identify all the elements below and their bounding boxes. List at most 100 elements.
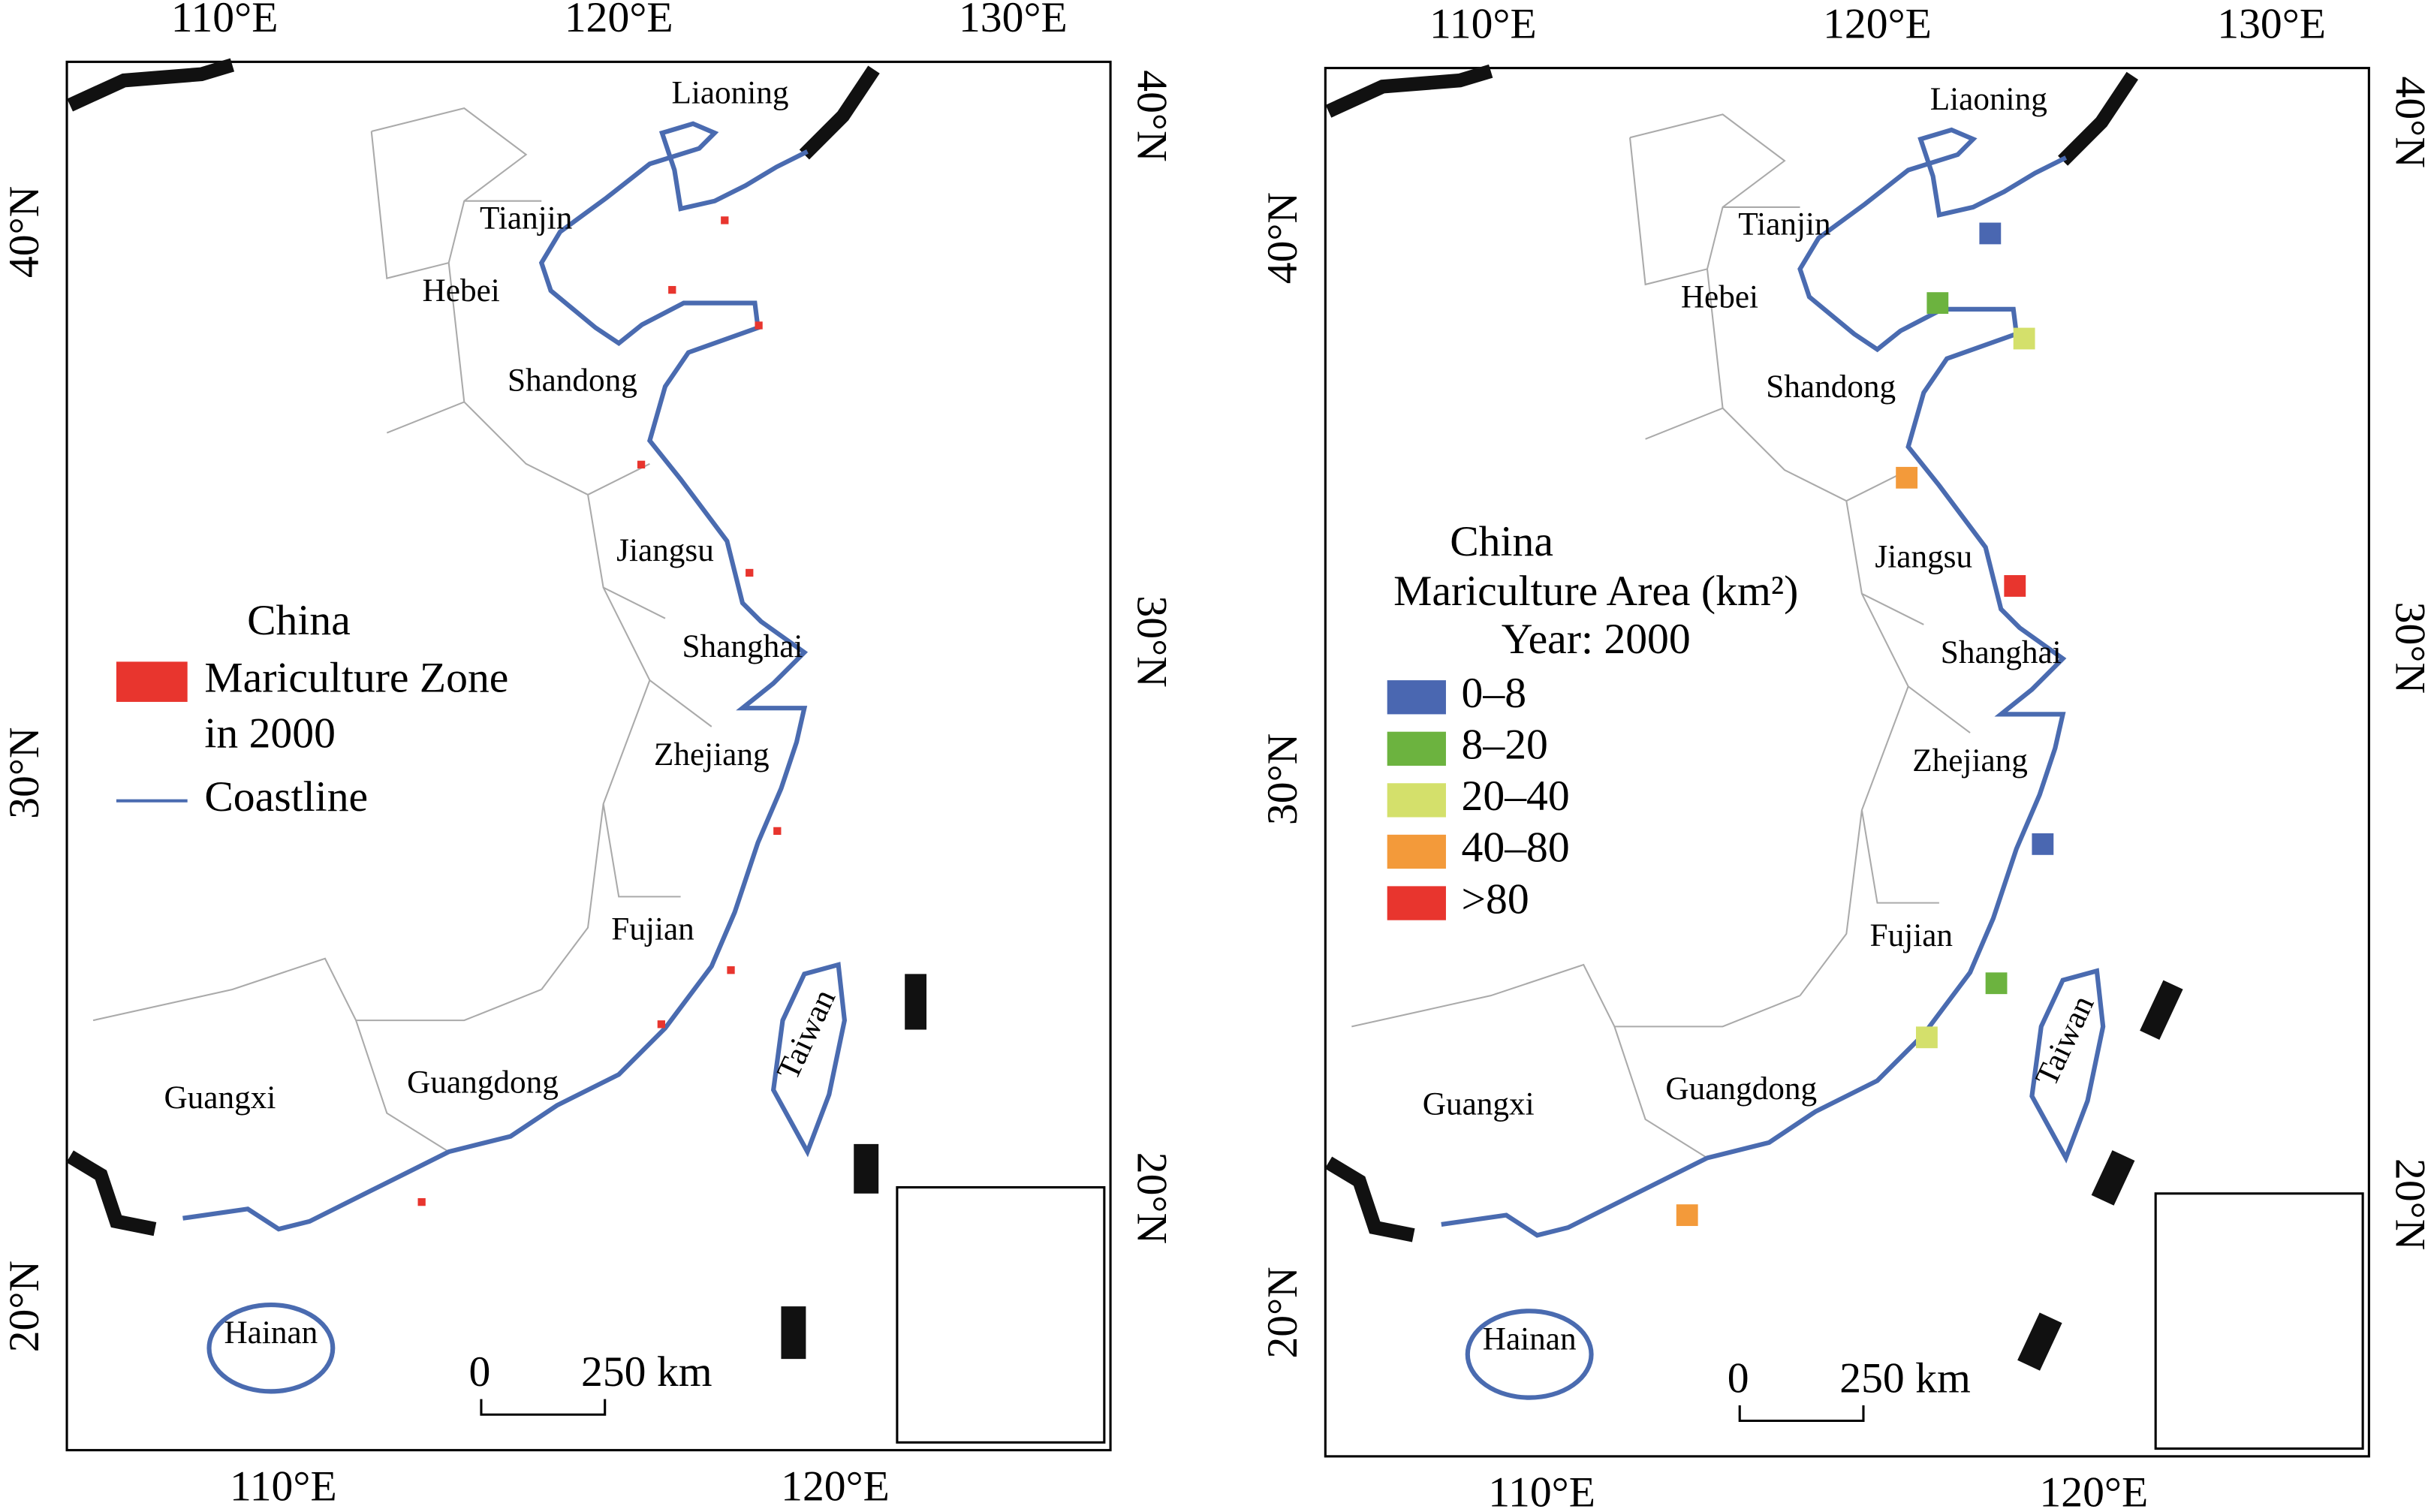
province-label: Jiangsu xyxy=(616,532,714,568)
lon-label: 120°E xyxy=(781,1462,890,1510)
lon-label: 120°E xyxy=(565,0,673,41)
province-label: Zhejiang xyxy=(1912,742,2028,779)
hainan-coast xyxy=(206,1302,336,1394)
mariculture-cell xyxy=(727,966,735,974)
mariculture-cell xyxy=(755,321,763,330)
boundary-mark xyxy=(905,974,927,1030)
boundary-mark xyxy=(2091,1150,2135,1206)
lon-label: 130°E xyxy=(959,0,1068,41)
province-label: Fujian xyxy=(1870,917,1954,953)
legend-swatch xyxy=(1387,731,1446,766)
province-label: Guangdong xyxy=(407,1065,559,1101)
legend-label: Mariculture Zone xyxy=(204,654,508,701)
boundary-mark xyxy=(2017,1312,2062,1371)
legend-swatch xyxy=(1387,783,1446,818)
province-label: Shandong xyxy=(1766,369,1896,405)
lat-label: 20°N xyxy=(1259,1267,1306,1358)
inset-frame xyxy=(896,1186,1106,1444)
province-label: Hainan xyxy=(224,1315,318,1351)
province-label: Hainan xyxy=(1483,1321,1577,1357)
foreign-coast xyxy=(1324,64,2138,1242)
scale-end: 250 km xyxy=(581,1348,712,1396)
hainan-coast xyxy=(1465,1309,1594,1400)
legend-label: >80 xyxy=(1462,875,1529,923)
mariculture-cell xyxy=(417,1197,426,1206)
lat-label: 20°N xyxy=(2387,1158,2425,1250)
map-panel: 110°E 120°E 130°E 110°E 120°E 40°N 30°N 20°N 40°… xyxy=(1,0,1175,1510)
scale-bar xyxy=(480,1399,607,1416)
lon-label: 110°E xyxy=(1429,0,1537,47)
legend-label: Coastline xyxy=(204,773,368,821)
boundary-mark xyxy=(854,1143,879,1194)
lat-label: 30°N xyxy=(1,727,48,818)
legend-label: 20–40 xyxy=(1462,773,1570,820)
province-label: Hebei xyxy=(423,273,500,309)
legend-label: 8–20 xyxy=(1462,721,1548,769)
taiwan-coast xyxy=(770,962,848,1158)
province-borders xyxy=(92,107,712,1153)
province-label: Zhejiang xyxy=(654,736,770,773)
lat-label: 20°N xyxy=(1128,1152,1175,1244)
map-panel: 110°E 120°E 130°E 110°E 120°E 40°N 30°N 20°N 40°… xyxy=(1259,0,2425,1512)
province-label: Shanghai xyxy=(1941,634,2062,670)
lat-label: 30°N xyxy=(1128,595,1175,687)
lon-label: 130°E xyxy=(2217,0,2326,47)
taiwan-coast xyxy=(2029,968,2106,1164)
mariculture-cell xyxy=(1926,292,1949,315)
province-label: Jiangsu xyxy=(1875,538,1972,574)
mariculture-cell xyxy=(668,285,676,294)
legend-title: China xyxy=(247,597,351,644)
province-label: Shandong xyxy=(508,363,637,399)
lat-label: 30°N xyxy=(2387,602,2425,694)
boundary-mark xyxy=(781,1306,806,1360)
lon-label: 120°E xyxy=(2039,1469,2148,1512)
coastline xyxy=(1441,127,2068,1238)
scale-bar xyxy=(1738,1405,1865,1423)
province-label: Guangxi xyxy=(1423,1086,1535,1122)
lat-label: 30°N xyxy=(1259,733,1306,825)
province-label: Fujian xyxy=(611,911,694,947)
legend-swatch xyxy=(1387,834,1446,869)
mariculture-cell xyxy=(2032,833,2054,855)
legend-label: 0–8 xyxy=(1462,670,1526,717)
boundary-mark xyxy=(2140,980,2183,1040)
legend-label: 40–80 xyxy=(1462,824,1570,872)
province-label: Liaoning xyxy=(1930,81,2047,117)
mariculture-cell xyxy=(637,460,646,468)
mariculture-cell xyxy=(2004,575,2026,597)
mariculture-cell xyxy=(773,827,782,836)
mariculture-cell xyxy=(1896,466,1918,489)
mariculture-cell xyxy=(746,568,754,577)
legend-swatch xyxy=(116,661,188,702)
lon-label: 120°E xyxy=(1823,0,1932,47)
province-borders xyxy=(1351,113,1971,1159)
legend-label: in 2000 xyxy=(204,710,336,758)
province-label: Tianjin xyxy=(1738,206,1830,242)
scale-start: 0 xyxy=(1728,1354,1749,1402)
foreign-coast xyxy=(66,58,880,1236)
province-label: Liaoning xyxy=(671,75,788,111)
lat-label: 40°N xyxy=(2387,77,2425,168)
lat-label: 40°N xyxy=(1,186,48,278)
map-frame xyxy=(1324,67,2370,1458)
inset-frame xyxy=(2154,1192,2364,1450)
province-label: Tianjin xyxy=(480,200,572,236)
legend-year: Year: 2000 xyxy=(1502,616,1691,663)
map-frame xyxy=(65,60,1112,1452)
mariculture-cell xyxy=(1915,1026,1938,1049)
legend-title: China xyxy=(1450,518,1553,565)
province-label: Guangdong xyxy=(1665,1071,1817,1107)
mariculture-cell xyxy=(657,1020,666,1029)
lon-label: 110°E xyxy=(1488,1469,1595,1512)
mariculture-cell xyxy=(721,216,729,224)
legend-swatch xyxy=(1387,680,1446,715)
province-label: Guangxi xyxy=(164,1080,276,1116)
lat-label: 40°N xyxy=(1259,192,1306,284)
lon-label: 110°E xyxy=(230,1462,337,1510)
province-label: Shanghai xyxy=(682,628,803,664)
scale-start: 0 xyxy=(468,1348,490,1396)
mariculture-cell xyxy=(2013,327,2035,350)
province-label: Hebei xyxy=(1681,279,1758,315)
mariculture-cell xyxy=(1979,222,2002,245)
